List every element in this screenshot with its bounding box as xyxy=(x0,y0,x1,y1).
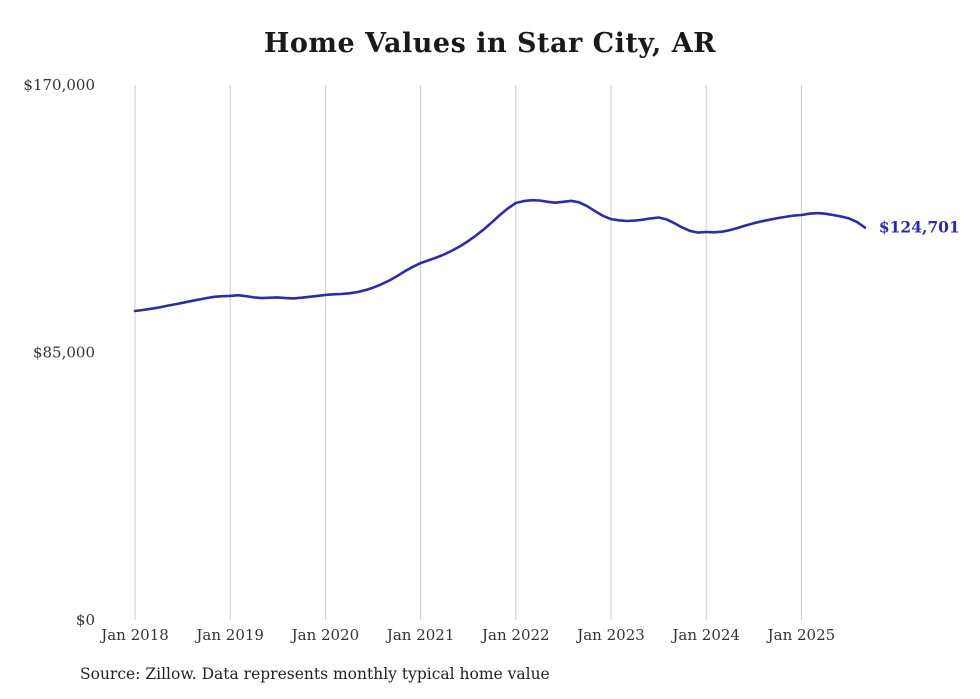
x-tick-label: Jan 2024 xyxy=(670,626,740,644)
x-tick-label: Jan 2019 xyxy=(194,626,264,644)
y-tick-label: $170,000 xyxy=(23,76,95,94)
source-note: Source: Zillow. Data represents monthly … xyxy=(80,665,550,683)
x-tick-label: Jan 2021 xyxy=(385,626,455,644)
x-tick-label: Jan 2025 xyxy=(766,626,836,644)
x-tick-label: Jan 2022 xyxy=(480,626,550,644)
home-value-line xyxy=(133,198,867,313)
chart-title: Home Values in Star City, AR xyxy=(263,28,717,59)
x-tick-label: Jan 2018 xyxy=(99,626,169,644)
y-tick-label: $0 xyxy=(76,611,95,629)
latest-value-label: $124,701 xyxy=(879,218,960,237)
x-tick-label: Jan 2023 xyxy=(575,626,645,644)
x-tick-label: Jan 2020 xyxy=(290,626,360,644)
y-tick-label: $85,000 xyxy=(33,344,95,362)
